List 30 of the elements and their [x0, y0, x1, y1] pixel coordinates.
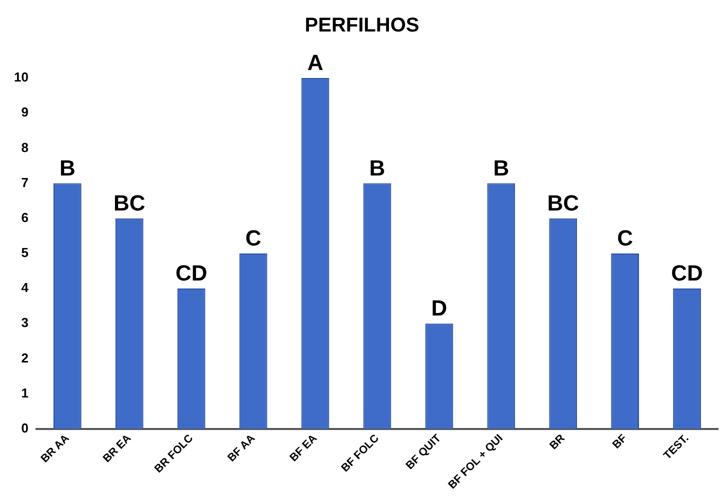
- y-tick-label: 8: [21, 140, 28, 155]
- annotation: CD: [175, 260, 208, 286]
- x-tick-label: BR: [548, 432, 568, 452]
- x-tick-label: BF AA: [226, 432, 258, 464]
- y-tick-label: 3: [21, 315, 28, 330]
- y-tick-label: 1: [21, 385, 28, 400]
- y-tick-label: 0: [21, 420, 28, 436]
- y-tick-label: 4: [21, 280, 30, 296]
- annotation: C: [617, 226, 634, 251]
- annotation: B: [369, 155, 386, 180]
- annotation: BC: [547, 190, 580, 216]
- annotation: CD: [671, 260, 703, 286]
- x-tick-label: BF FOL + QUI: [446, 432, 506, 492]
- x-tick-label: BR AA: [38, 432, 72, 466]
- annotation: B: [59, 155, 76, 180]
- y-tick-label: 5: [21, 245, 28, 260]
- y-tick-label: 2: [21, 350, 28, 366]
- annotation: D: [431, 296, 448, 321]
- annotation: C: [245, 226, 262, 251]
- chart-title: PERFILHOS: [304, 14, 420, 37]
- annotation: A: [307, 50, 324, 76]
- y-tick-label: 7: [21, 174, 28, 190]
- x-tick-label: BF: [610, 432, 630, 452]
- y-tick-label: 6: [21, 210, 28, 225]
- y-tick-label: 10: [14, 70, 28, 85]
- annotation: BC: [114, 190, 146, 216]
- x-tick-label: BF EA: [288, 432, 320, 464]
- x-tick-label: BR EA: [100, 432, 134, 466]
- y-tick-label: 9: [21, 104, 28, 120]
- annotation: B: [493, 155, 510, 180]
